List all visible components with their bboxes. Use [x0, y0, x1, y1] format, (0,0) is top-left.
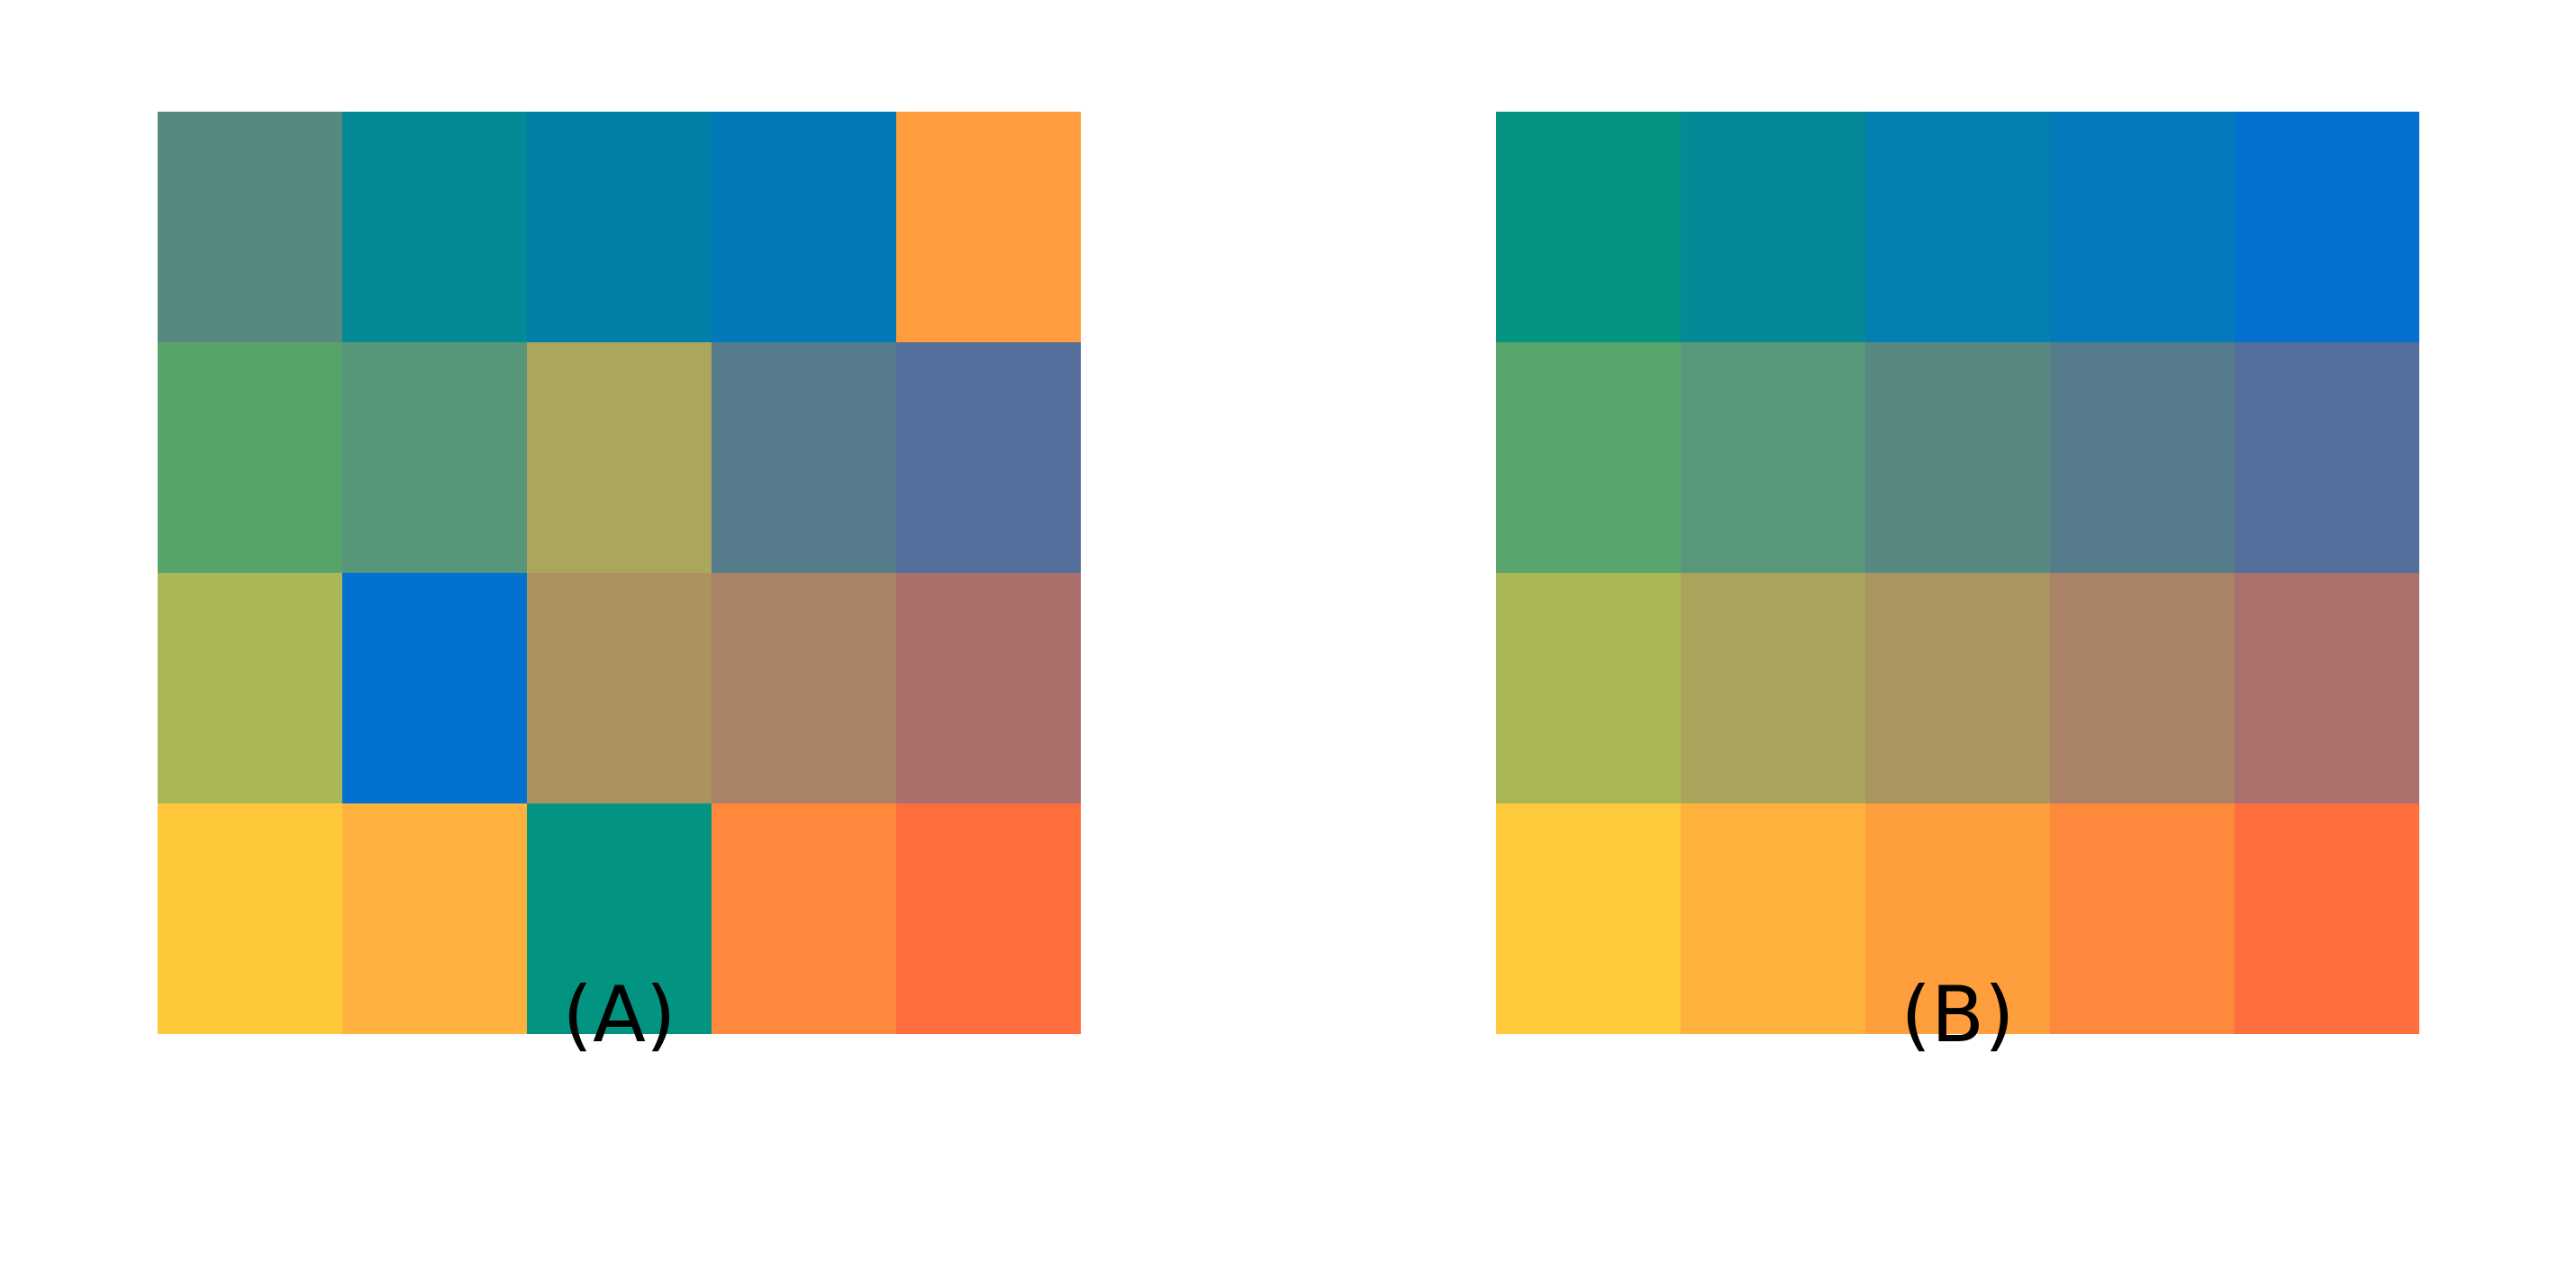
color-cell: [2050, 803, 2235, 1034]
color-cell: [527, 112, 712, 342]
panel-a: [158, 112, 1081, 1034]
color-cell: [342, 342, 527, 573]
color-cell: [712, 573, 896, 803]
color-cell: [2235, 573, 2419, 803]
color-cell: [158, 573, 342, 803]
color-cell: [1865, 342, 2050, 573]
color-cell: [896, 803, 1081, 1034]
color-cell: [1865, 803, 2050, 1034]
color-grid-a: [158, 112, 1081, 1034]
color-cell: [2050, 573, 2235, 803]
color-cell: [2050, 342, 2235, 573]
color-cell: [712, 112, 896, 342]
color-cell: [527, 573, 712, 803]
color-cell: [158, 803, 342, 1034]
color-cell: [342, 112, 527, 342]
color-cell: [712, 342, 896, 573]
color-cell: [527, 803, 712, 1034]
color-cell: [1496, 112, 1681, 342]
panel-b-label: (B): [1900, 970, 2015, 1060]
color-cell: [342, 573, 527, 803]
color-cell: [2235, 112, 2419, 342]
color-cell: [158, 342, 342, 573]
color-cell: [712, 803, 896, 1034]
color-cell: [2235, 342, 2419, 573]
color-cell: [1681, 803, 1865, 1034]
color-cell: [896, 573, 1081, 803]
color-cell: [2235, 803, 2419, 1034]
color-cell: [1496, 573, 1681, 803]
color-cell: [1681, 112, 1865, 342]
color-cell: [1865, 573, 2050, 803]
panel-b: [1496, 112, 2419, 1034]
color-cell: [158, 112, 342, 342]
color-cell: [527, 342, 712, 573]
panel-a-label: (A): [562, 970, 676, 1060]
color-grid-b: [1496, 112, 2419, 1034]
color-cell: [1496, 803, 1681, 1034]
color-cell: [2050, 112, 2235, 342]
color-cell: [342, 803, 527, 1034]
color-cell: [896, 342, 1081, 573]
color-cell: [896, 112, 1081, 342]
color-cell: [1496, 342, 1681, 573]
color-cell: [1865, 112, 2050, 342]
color-cell: [1681, 573, 1865, 803]
color-cell: [1681, 342, 1865, 573]
